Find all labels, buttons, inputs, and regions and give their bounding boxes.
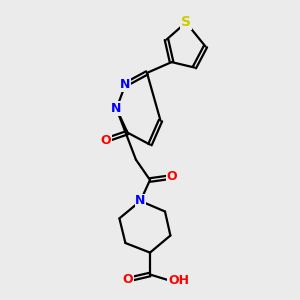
Text: N: N <box>111 102 122 115</box>
Text: N: N <box>120 78 130 91</box>
Text: O: O <box>166 170 177 184</box>
Text: O: O <box>123 273 134 286</box>
Text: S: S <box>181 16 191 29</box>
Text: N: N <box>135 194 146 208</box>
Text: O: O <box>100 134 111 147</box>
Text: OH: OH <box>168 274 189 287</box>
